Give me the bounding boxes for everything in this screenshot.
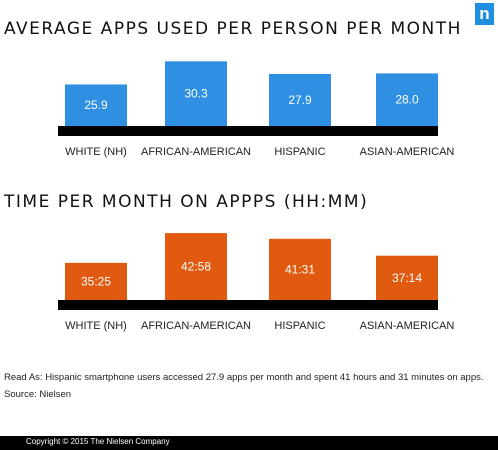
- bar-1: [165, 61, 227, 126]
- category-label-2: HISPANIC: [274, 320, 325, 332]
- category-label-2: HISPANIC: [274, 146, 325, 158]
- apps-used-bar-chart: 25.9 WHITE (NH) 30.3 AFRICAN-AMERICAN 27.9 HI…: [58, 61, 455, 158]
- bar-value-label-3: 28.0: [395, 93, 419, 107]
- category-label-1: AFRICAN-AMERICAN: [141, 320, 251, 332]
- source-note: Source: Nielsen: [4, 389, 72, 400]
- bar-0: [65, 262, 127, 300]
- bar-1: [165, 233, 227, 300]
- category-label-1: AFRICAN-AMERICAN: [141, 146, 251, 158]
- copyright-text: Copyright © 2015 The Nielsen Company: [26, 437, 170, 446]
- bar-value-label-1: 30.3: [184, 87, 208, 101]
- category-label-3: ASIAN-AMERICAN: [360, 320, 455, 332]
- bar-2: [269, 238, 331, 300]
- bar-value-label-0: 25.9: [84, 98, 108, 112]
- chart-title-time-on-apps: TIME PER MONTH ON APPPS (HH:MM): [4, 192, 369, 212]
- bar-value-label-2: 27.9: [288, 93, 312, 107]
- footer-bar: Copyright © 2015 The Nielsen Company: [0, 436, 498, 450]
- read-as-note: Read As: Hispanic smartphone users acces…: [4, 372, 484, 383]
- bar-0: [65, 84, 127, 126]
- category-label-0: WHITE (NH): [65, 320, 127, 332]
- baseline-axis: [58, 300, 438, 310]
- nielsen-logo-icon: n: [475, 3, 494, 25]
- category-label-0: WHITE (NH): [65, 146, 127, 158]
- bar-3: [376, 255, 438, 300]
- baseline-axis: [58, 126, 438, 136]
- bar-2: [269, 73, 331, 126]
- bar-value-label-2: 41:31: [285, 262, 315, 276]
- chart-title-apps-used: AVERAGE APPS USED PER PERSON PER MONTH: [4, 19, 462, 39]
- category-label-3: ASIAN-AMERICAN: [360, 146, 455, 158]
- bar-value-label-1: 42:58: [181, 260, 211, 274]
- time-on-apps-bar-chart: 35:25 WHITE (NH) 42:58 AFRICAN-AMERICAN 41:3…: [58, 233, 455, 332]
- bar-value-label-3: 37:14: [392, 271, 422, 285]
- bar-3: [376, 73, 438, 126]
- bar-value-label-0: 35:25: [81, 274, 111, 288]
